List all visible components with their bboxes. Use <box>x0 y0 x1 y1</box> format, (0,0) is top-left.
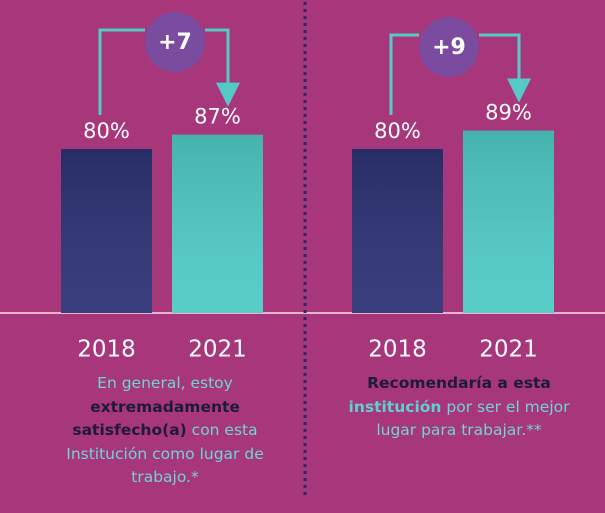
x-tick-label: 2021 <box>188 337 247 363</box>
bracket-left <box>389 33 419 115</box>
bracket-left <box>98 28 145 115</box>
caption: Recomendaría a esta institución por ser … <box>328 372 590 443</box>
bracket-right <box>205 28 240 107</box>
bar-shade <box>352 149 443 313</box>
caption-segment: por ser el mejor lugar para trabajar.** <box>376 397 570 440</box>
x-tick-label: 2021 <box>479 337 538 363</box>
bar-shade <box>172 134 263 313</box>
caption: En general, estoy extremadamente satisfe… <box>62 372 268 490</box>
annotation-badge <box>419 17 479 77</box>
annotation: +9 <box>432 35 466 60</box>
caption-segment: con esta Institución como lugar de traba… <box>66 421 264 486</box>
caption-segment: institución <box>348 397 442 416</box>
annotation-badge <box>145 12 205 72</box>
annotation: +7 <box>158 30 192 55</box>
x-tick-label: 2018 <box>77 337 136 363</box>
caption-segment: En general, estoy <box>97 374 233 392</box>
value-label: 80% <box>83 119 130 143</box>
value-label: 80% <box>374 119 421 143</box>
bar-shade <box>61 149 152 313</box>
bracket-right <box>479 33 531 103</box>
value-label: 89% <box>485 101 532 125</box>
bar-shade <box>463 130 554 313</box>
caption-segment: extremadamente satisfecho(a) <box>72 397 240 440</box>
value-label: 87% <box>194 105 241 129</box>
x-tick-label: 2018 <box>368 337 427 363</box>
caption-segment: Recomendaría a esta <box>367 374 551 392</box>
